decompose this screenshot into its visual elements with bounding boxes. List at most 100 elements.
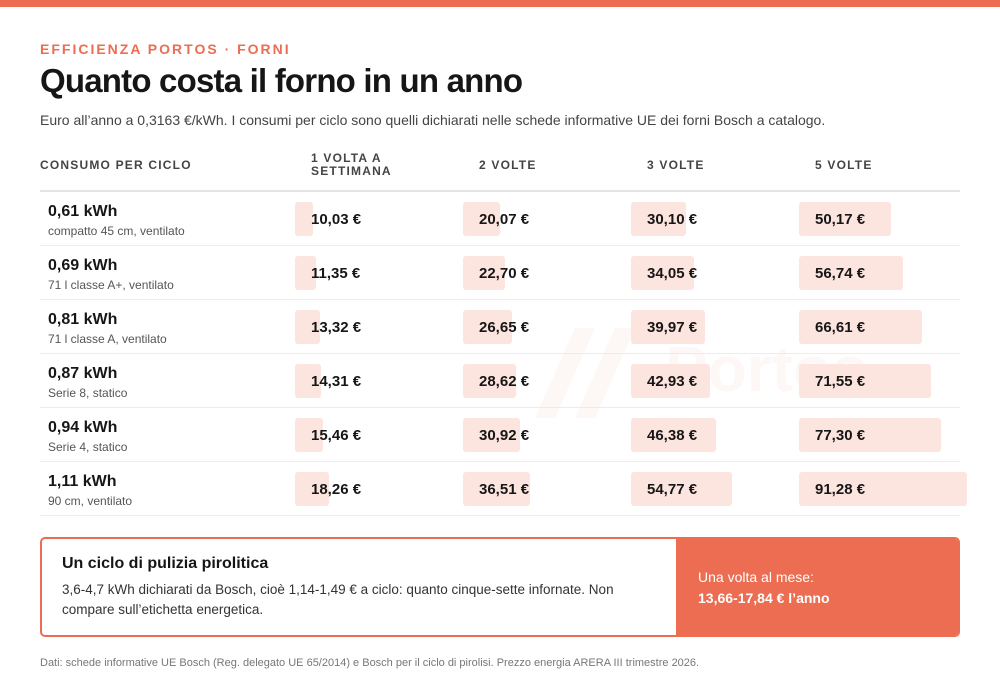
- cost-bar: [631, 364, 710, 398]
- cost-value: 39,97 €: [647, 319, 698, 336]
- cost-cell: 42,93 €: [631, 364, 799, 398]
- cost-cell: 77,30 €: [799, 418, 967, 452]
- cost-bar: [295, 202, 313, 236]
- header-3-volte: 3 VOLTE: [647, 158, 705, 172]
- cost-value: 30,92 €: [479, 427, 530, 444]
- cost-cell: 50,17 €: [799, 202, 967, 236]
- callout-body: Un ciclo di pulizia pirolitica 3,6-4,7 k…: [62, 555, 652, 620]
- footnote: Dati: schede informative UE Bosch (Reg. …: [40, 657, 700, 669]
- cost-value: 28,62 €: [479, 373, 530, 390]
- cost-value: 36,51 €: [479, 481, 530, 498]
- callout-annual-cost: 13,66-17,84 € l’anno: [698, 590, 830, 606]
- cost-cell: 66,61 €: [799, 310, 967, 344]
- cost-cell: 36,51 €: [463, 472, 631, 506]
- table-row: 0,69 kWh 71 l classe A+, ventilato 11,35 €…: [40, 246, 960, 300]
- oven-description: 71 l classe A, ventilato: [48, 332, 167, 346]
- cost-value: 15,46 €: [311, 427, 362, 444]
- kwh-value: 0,94 kWh: [48, 419, 118, 436]
- cost-cell: 30,10 €: [631, 202, 799, 236]
- cost-bar: [295, 364, 321, 398]
- cost-value: 54,77 €: [647, 481, 698, 498]
- cost-bar: [463, 364, 516, 398]
- cost-bar: [799, 256, 903, 290]
- callout-highlight: Una volta al mese: 13,66-17,84 € l’anno: [676, 539, 958, 635]
- consumption-cell: 1,11 kWh 90 cm, ventilato: [48, 473, 132, 508]
- cost-cell: 71,55 €: [799, 364, 967, 398]
- table-row: 0,87 kWh Serie 8, statico 14,31 € 28,62 € 42…: [40, 354, 960, 408]
- consumption-cell: 0,87 kWh Serie 8, statico: [48, 365, 127, 400]
- cost-cell: 20,07 €: [463, 202, 631, 236]
- cost-bar: [799, 472, 967, 506]
- cost-bar: [799, 418, 941, 452]
- cost-cell: 11,35 €: [295, 256, 463, 290]
- consumption-cell: 0,94 kWh Serie 4, statico: [48, 419, 127, 454]
- cost-bar: [799, 202, 891, 236]
- cost-bar: [631, 202, 686, 236]
- table-body: 0,61 kWh compatto 45 cm, ventilato 10,03 €…: [40, 192, 967, 516]
- kicker: EFFICIENZA PORTOS · FORNI: [40, 41, 291, 57]
- cost-cell: 30,92 €: [463, 418, 631, 452]
- cost-cell: 34,05 €: [631, 256, 799, 290]
- cost-bar: [463, 310, 512, 344]
- cost-value: 91,28 €: [815, 481, 866, 498]
- cost-cell: 18,26 €: [295, 472, 463, 506]
- cost-bar: [631, 418, 716, 452]
- consumption-cell: 0,81 kWh 71 l classe A, ventilato: [48, 311, 167, 346]
- cost-value: 77,30 €: [815, 427, 866, 444]
- kwh-value: 0,69 kWh: [48, 257, 118, 274]
- cost-value: 71,55 €: [815, 373, 866, 390]
- table-row: 1,11 kWh 90 cm, ventilato 18,26 € 36,51 € 54…: [40, 462, 967, 516]
- cost-value: 18,26 €: [311, 481, 362, 498]
- header-consumo: CONSUMO PER CICLO: [40, 158, 192, 172]
- cost-bar: [295, 310, 320, 344]
- cost-cell: 10,03 €: [295, 202, 463, 236]
- cost-cell: 15,46 €: [295, 418, 463, 452]
- cost-cell: 56,74 €: [799, 256, 967, 290]
- cost-value: 20,07 €: [479, 211, 530, 228]
- cost-table: CONSUMO PER CICLO 1 VOLTA A SETTIMANA 2 …: [40, 148, 967, 516]
- cost-cell: 26,65 €: [463, 310, 631, 344]
- page-title: Quanto costa il forno in un anno: [40, 62, 523, 99]
- callout-text: 3,6-4,7 kWh dichiarati da Bosch, cioè 1,…: [62, 582, 614, 617]
- header-5-volte: 5 VOLTE: [815, 158, 873, 172]
- callout-title: Un ciclo di pulizia pirolitica: [62, 555, 269, 572]
- oven-description: 90 cm, ventilato: [48, 494, 133, 508]
- cost-bar: [463, 256, 505, 290]
- cost-value: 14,31 €: [311, 373, 362, 390]
- pyrolysis-callout: Un ciclo di pulizia pirolitica 3,6-4,7 k…: [40, 537, 960, 637]
- cost-value: 42,93 €: [647, 373, 698, 390]
- cost-bar: [463, 202, 500, 236]
- cost-bar: [631, 310, 705, 344]
- cost-cell: 39,97 €: [631, 310, 799, 344]
- cost-cell: 14,31 €: [295, 364, 463, 398]
- consumption-cell: 0,61 kWh compatto 45 cm, ventilato: [48, 203, 185, 238]
- table-header: CONSUMO PER CICLO 1 VOLTA A SETTIMANA 2 …: [40, 148, 960, 192]
- kwh-value: 1,11 kWh: [48, 473, 117, 490]
- cost-value: 34,05 €: [647, 265, 698, 282]
- kwh-value: 0,81 kWh: [48, 311, 118, 328]
- consumption-cell: 0,69 kWh 71 l classe A+, ventilato: [48, 257, 174, 292]
- cost-bar: [463, 418, 520, 452]
- cost-bar: [463, 472, 530, 506]
- cost-bar: [295, 418, 323, 452]
- cost-cell: 54,77 €: [631, 472, 799, 506]
- cost-value: 22,70 €: [479, 265, 530, 282]
- kwh-value: 0,87 kWh: [48, 365, 118, 382]
- cost-value: 11,35 €: [311, 265, 361, 282]
- oven-description: Serie 8, statico: [48, 386, 128, 400]
- cost-value: 26,65 €: [479, 319, 530, 336]
- subtitle: Euro all’anno a 0,3163 €/kWh. I consumi …: [40, 112, 826, 128]
- cost-value: 10,03 €: [311, 211, 362, 228]
- cost-value: 30,10 €: [647, 211, 698, 228]
- cost-bar: [799, 364, 931, 398]
- cost-value: 56,74 €: [815, 265, 866, 282]
- oven-description: 71 l classe A+, ventilato: [48, 278, 174, 292]
- cost-bar: [631, 256, 694, 290]
- cost-bar: [295, 256, 316, 290]
- cost-value: 66,61 €: [815, 319, 866, 336]
- oven-description: Serie 4, statico: [48, 440, 128, 454]
- cost-bar: [799, 310, 922, 344]
- cost-value: 13,32 €: [311, 319, 362, 336]
- cost-cell: 28,62 €: [463, 364, 631, 398]
- cost-bar: [295, 472, 329, 506]
